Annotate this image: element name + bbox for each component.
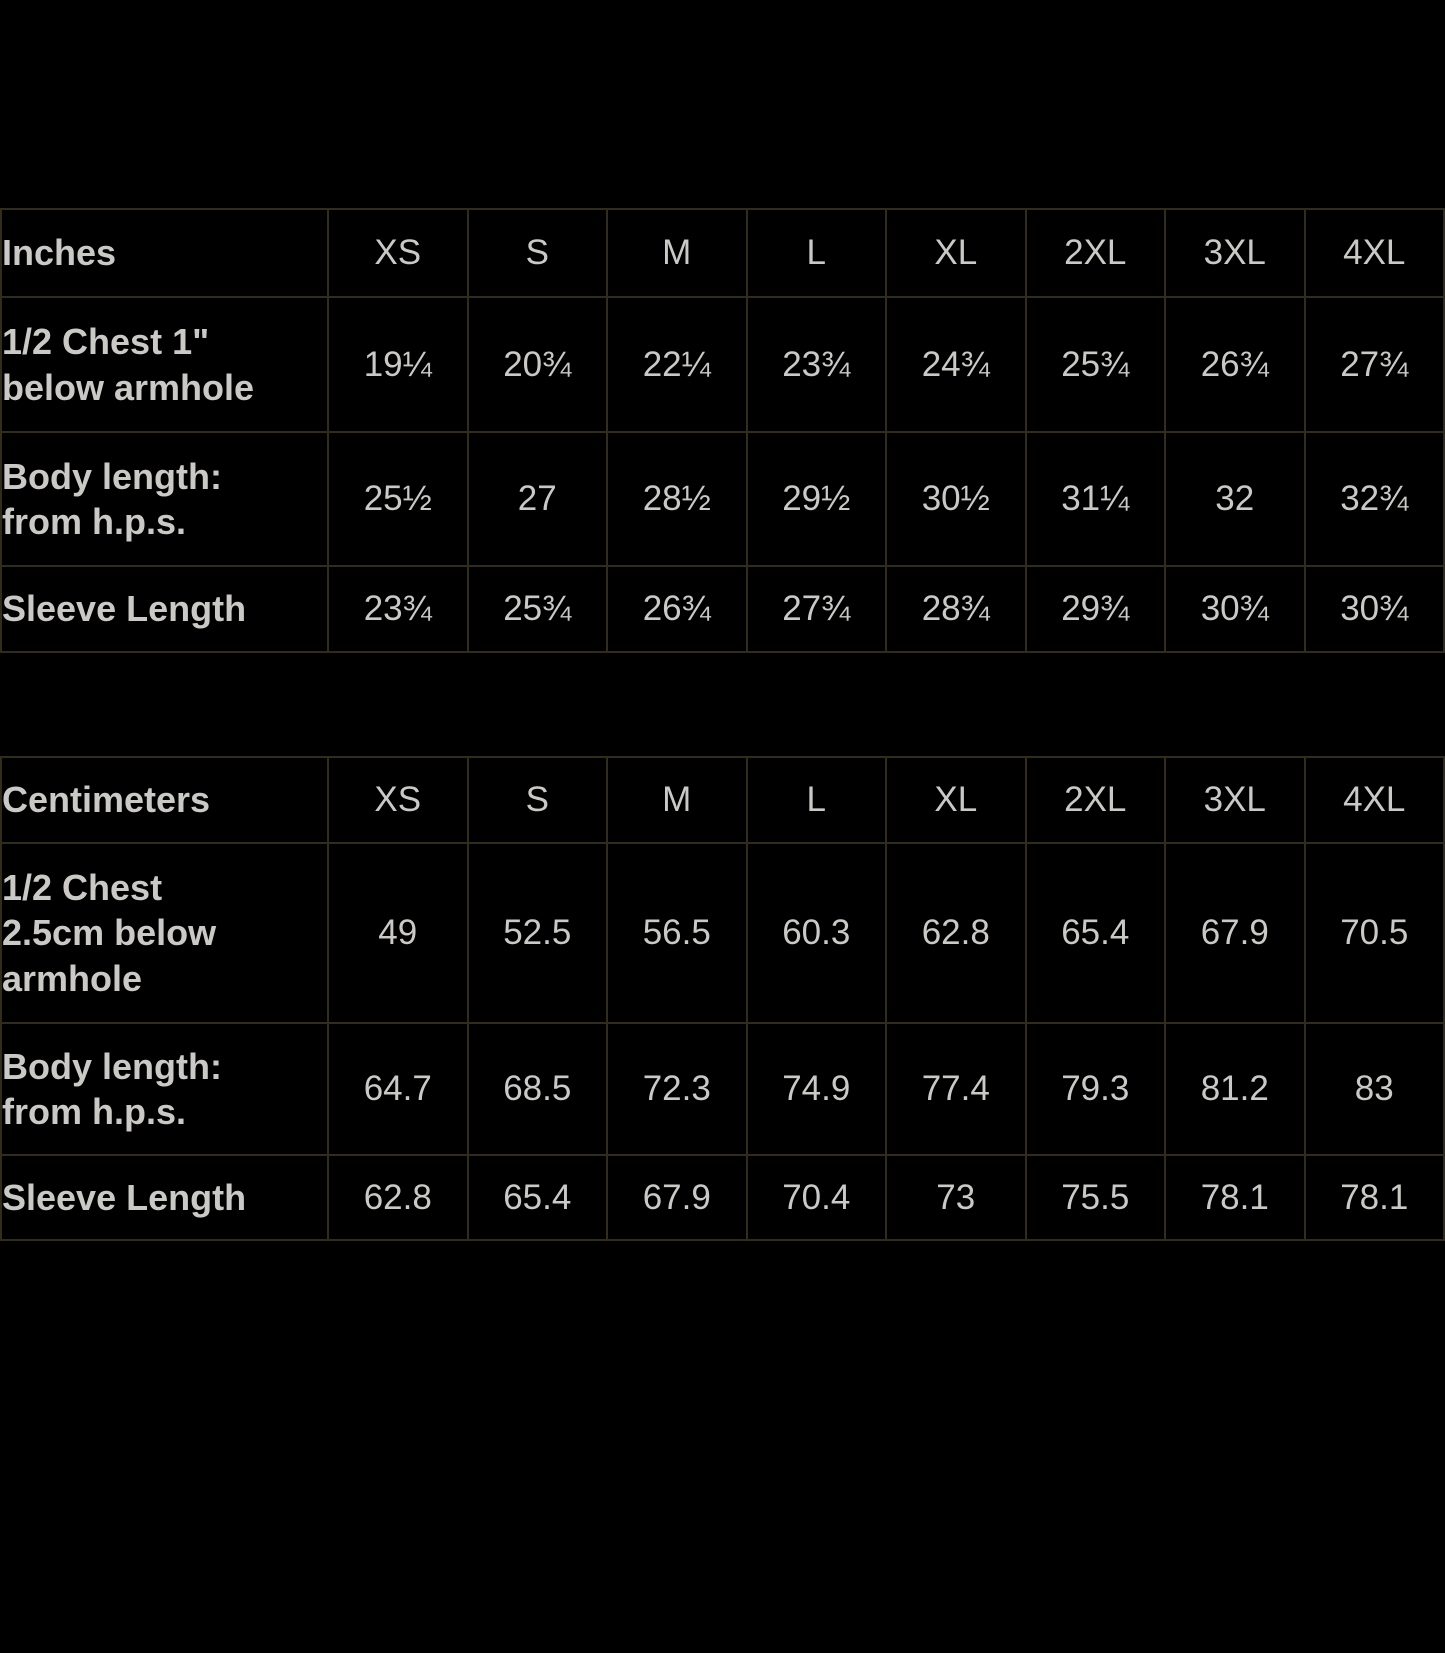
unit-header-centimeters: Centimeters <box>0 756 329 844</box>
size-header-4xl: 4XL <box>1303 756 1445 844</box>
value-cell: 25¾ <box>466 565 608 653</box>
size-header-m: M <box>606 756 748 844</box>
size-header-xl: XL <box>885 756 1027 844</box>
size-header-2xl: 2XL <box>1024 756 1166 844</box>
size-header-3xl: 3XL <box>1164 208 1306 298</box>
value-cell: 65.4 <box>466 1154 608 1241</box>
value-cell: 75.5 <box>1024 1154 1166 1241</box>
size-table-centimeters: Centimeters XS S M L XL 2XL 3XL 4XL 1/2 … <box>0 756 1445 1241</box>
table-row: 1/2 Chest 2.5cm below armhole 49 52.5 56… <box>0 842 1445 1024</box>
value-cell: 26¾ <box>1164 296 1306 433</box>
table-row: Sleeve Length 23¾ 25¾ 26¾ 27¾ 28¾ 29¾ 30… <box>0 565 1445 653</box>
value-cell: 31¼ <box>1024 431 1166 567</box>
value-cell: 83 <box>1303 1022 1445 1156</box>
value-cell: 68.5 <box>466 1022 608 1156</box>
value-cell: 62.8 <box>327 1154 469 1241</box>
size-header-s: S <box>466 208 608 298</box>
value-cell: 49 <box>327 842 469 1024</box>
unit-header-inches: Inches <box>0 208 329 298</box>
value-cell: 77.4 <box>885 1022 1027 1156</box>
size-table-inches: Inches XS S M L XL 2XL 3XL 4XL 1/2 Chest… <box>0 208 1445 653</box>
row-label-sleeve-length: Sleeve Length <box>0 1154 329 1241</box>
size-header-l: L <box>745 756 887 844</box>
row-label-body-length: Body length: from h.p.s. <box>0 431 329 567</box>
size-header-xs: XS <box>327 756 469 844</box>
row-label-half-chest: 1/2 Chest 1" below armhole <box>0 296 329 433</box>
row-label-sleeve-length: Sleeve Length <box>0 565 329 653</box>
value-cell: 25½ <box>327 431 469 567</box>
value-cell: 78.1 <box>1303 1154 1445 1241</box>
value-cell: 23¾ <box>745 296 887 433</box>
row-label-body-length: Body length: from h.p.s. <box>0 1022 329 1156</box>
value-cell: 32 <box>1164 431 1306 567</box>
value-cell: 28¾ <box>885 565 1027 653</box>
header-row: Inches XS S M L XL 2XL 3XL 4XL <box>0 208 1445 298</box>
value-cell: 79.3 <box>1024 1022 1166 1156</box>
value-cell: 23¾ <box>327 565 469 653</box>
table-row: 1/2 Chest 1" below armhole 19¼ 20¾ 22¼ 2… <box>0 296 1445 433</box>
value-cell: 30¾ <box>1303 565 1445 653</box>
value-cell: 67.9 <box>1164 842 1306 1024</box>
value-cell: 78.1 <box>1164 1154 1306 1241</box>
value-cell: 81.2 <box>1164 1022 1306 1156</box>
value-cell: 20¾ <box>466 296 608 433</box>
value-cell: 29½ <box>745 431 887 567</box>
header-row: Centimeters XS S M L XL 2XL 3XL 4XL <box>0 756 1445 844</box>
table-row: Body length: from h.p.s. 25½ 27 28½ 29½ … <box>0 431 1445 567</box>
value-cell: 32¾ <box>1303 431 1445 567</box>
size-header-m: M <box>606 208 748 298</box>
value-cell: 27 <box>466 431 608 567</box>
value-cell: 56.5 <box>606 842 748 1024</box>
value-cell: 29¾ <box>1024 565 1166 653</box>
value-cell: 73 <box>885 1154 1027 1241</box>
value-cell: 62.8 <box>885 842 1027 1024</box>
size-header-l: L <box>745 208 887 298</box>
value-cell: 65.4 <box>1024 842 1166 1024</box>
value-cell: 74.9 <box>745 1022 887 1156</box>
size-header-3xl: 3XL <box>1164 756 1306 844</box>
table-row: Sleeve Length 62.8 65.4 67.9 70.4 73 75.… <box>0 1154 1445 1241</box>
value-cell: 27¾ <box>1303 296 1445 433</box>
size-header-4xl: 4XL <box>1303 208 1445 298</box>
value-cell: 25¾ <box>1024 296 1166 433</box>
value-cell: 70.5 <box>1303 842 1445 1024</box>
value-cell: 67.9 <box>606 1154 748 1241</box>
table-row: Body length: from h.p.s. 64.7 68.5 72.3 … <box>0 1022 1445 1156</box>
value-cell: 70.4 <box>745 1154 887 1241</box>
value-cell: 19¼ <box>327 296 469 433</box>
value-cell: 24¾ <box>885 296 1027 433</box>
value-cell: 72.3 <box>606 1022 748 1156</box>
value-cell: 30½ <box>885 431 1027 567</box>
size-header-2xl: 2XL <box>1024 208 1166 298</box>
size-header-s: S <box>466 756 608 844</box>
row-label-half-chest: 1/2 Chest 2.5cm below armhole <box>0 842 329 1024</box>
value-cell: 27¾ <box>745 565 887 653</box>
value-cell: 52.5 <box>466 842 608 1024</box>
value-cell: 28½ <box>606 431 748 567</box>
value-cell: 30¾ <box>1164 565 1306 653</box>
size-header-xl: XL <box>885 208 1027 298</box>
value-cell: 60.3 <box>745 842 887 1024</box>
value-cell: 64.7 <box>327 1022 469 1156</box>
value-cell: 26¾ <box>606 565 748 653</box>
size-header-xs: XS <box>327 208 469 298</box>
value-cell: 22¼ <box>606 296 748 433</box>
